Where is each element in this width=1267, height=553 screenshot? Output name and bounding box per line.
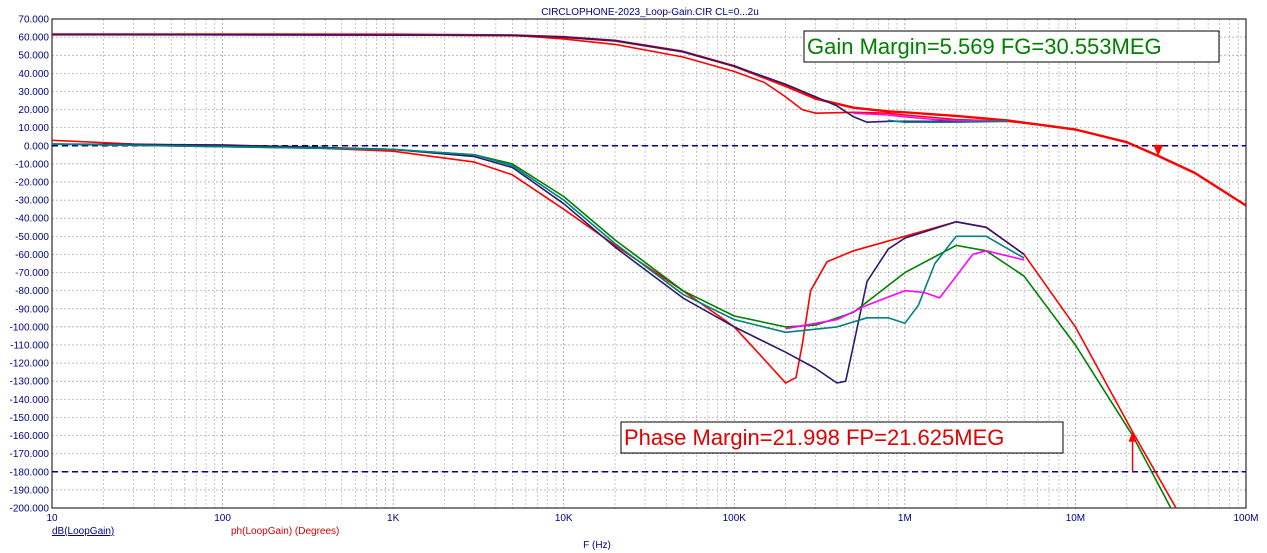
x-tick-label: 100 (214, 513, 231, 524)
y-tick-label: -30.000 (15, 196, 49, 207)
x-axis-label: F (Hz) (583, 540, 611, 551)
y-tick-label: -70.000 (15, 268, 49, 279)
y-tick-label: -160.000 (10, 431, 50, 442)
y-tick-label: -20.000 (15, 178, 49, 189)
x-tick-label: 10 (46, 513, 58, 524)
y-tick-label: -110.000 (10, 341, 49, 352)
phase-series-line (52, 139, 1177, 508)
magnitude-series-line (52, 33, 1050, 127)
y-tick-label: 30.000 (18, 87, 49, 98)
y-tick-label: -90.000 (15, 304, 49, 315)
y-tick-label: -10.000 (15, 159, 49, 170)
y-tick-label: -170.000 (10, 449, 50, 460)
y-axis-tick-labels: 70.000 60.000 50.000 40.000 30.000 20.000 10.0… (10, 15, 50, 515)
y-tick-label: 40.000 (18, 69, 49, 80)
y-tick-label: 10.000 (18, 123, 49, 134)
gain-margin-annotation: Gain Margin=5.569 FG=30.553MEG (803, 30, 1220, 63)
y-tick-label: -130.000 (10, 377, 50, 388)
phase-series-line (52, 143, 1025, 334)
y-tick-label: -40.000 (15, 214, 49, 225)
y-tick-label: 0.000 (24, 141, 49, 152)
x-axis-tick-labels: 10 100 1K 10K 100K 1M 10M 100M (46, 513, 1258, 524)
phase-margin-annotation: Phase Margin=21.998 FP=21.625MEG (620, 421, 1064, 454)
y-tick-label: 70.000 (18, 15, 49, 26)
y-tick-label: -50.000 (15, 232, 49, 243)
gain-margin-text: Gain Margin=5.569 FG=30.553MEG (807, 34, 1162, 59)
x-tick-label: 100M (1233, 513, 1258, 524)
phase-margin-box (620, 421, 1064, 454)
y-tick-label: -150.000 (10, 413, 50, 424)
x-tick-label: 1K (387, 513, 400, 524)
magnitude-series-line (853, 112, 1008, 123)
y-tick-label: -200.000 (10, 504, 50, 515)
x-tick-label: 100K (723, 513, 747, 524)
y-tick-label: -180.000 (10, 467, 50, 478)
y-tick-label: -190.000 (10, 485, 50, 496)
y-tick-label: -140.000 (10, 395, 50, 406)
plot-curves (52, 33, 1246, 508)
gain-margin-box (803, 30, 1220, 63)
legend-ph-loopgain: ph(LoopGain) (Degrees) (231, 526, 339, 537)
y-tick-label: 20.000 (18, 105, 49, 116)
y-tick-label: -120.000 (10, 359, 50, 370)
x-tick-label: 10K (555, 513, 573, 524)
reference-lines (52, 145, 1246, 473)
x-tick-label: 10M (1066, 513, 1085, 524)
x-tick-label: 1M (898, 513, 912, 524)
gain-margin-marker (1153, 144, 1164, 156)
phase-series-line (52, 143, 1172, 508)
chart-title: CIRCLOPHONE-2023_Loop-Gain.CIR CL=0...2u (541, 7, 759, 18)
plot-frame (51, 18, 1247, 509)
magnitude-series-line (888, 119, 1008, 123)
y-tick-label: -100.000 (10, 322, 50, 333)
phase-margin-marker (1128, 431, 1137, 442)
legend-db-loopgain: dB(LoopGain) (52, 526, 114, 537)
y-tick-label: 50.000 (18, 51, 49, 62)
y-tick-label: -60.000 (15, 250, 49, 261)
phase-series-line (785, 250, 1025, 330)
plot-markers (1128, 144, 1164, 472)
y-tick-label: -80.000 (15, 286, 49, 297)
phase-margin-text: Phase Margin=21.998 FP=21.625MEG (624, 425, 1004, 450)
y-tick-label: 60.000 (18, 33, 49, 44)
phase-series-line (52, 143, 1025, 384)
